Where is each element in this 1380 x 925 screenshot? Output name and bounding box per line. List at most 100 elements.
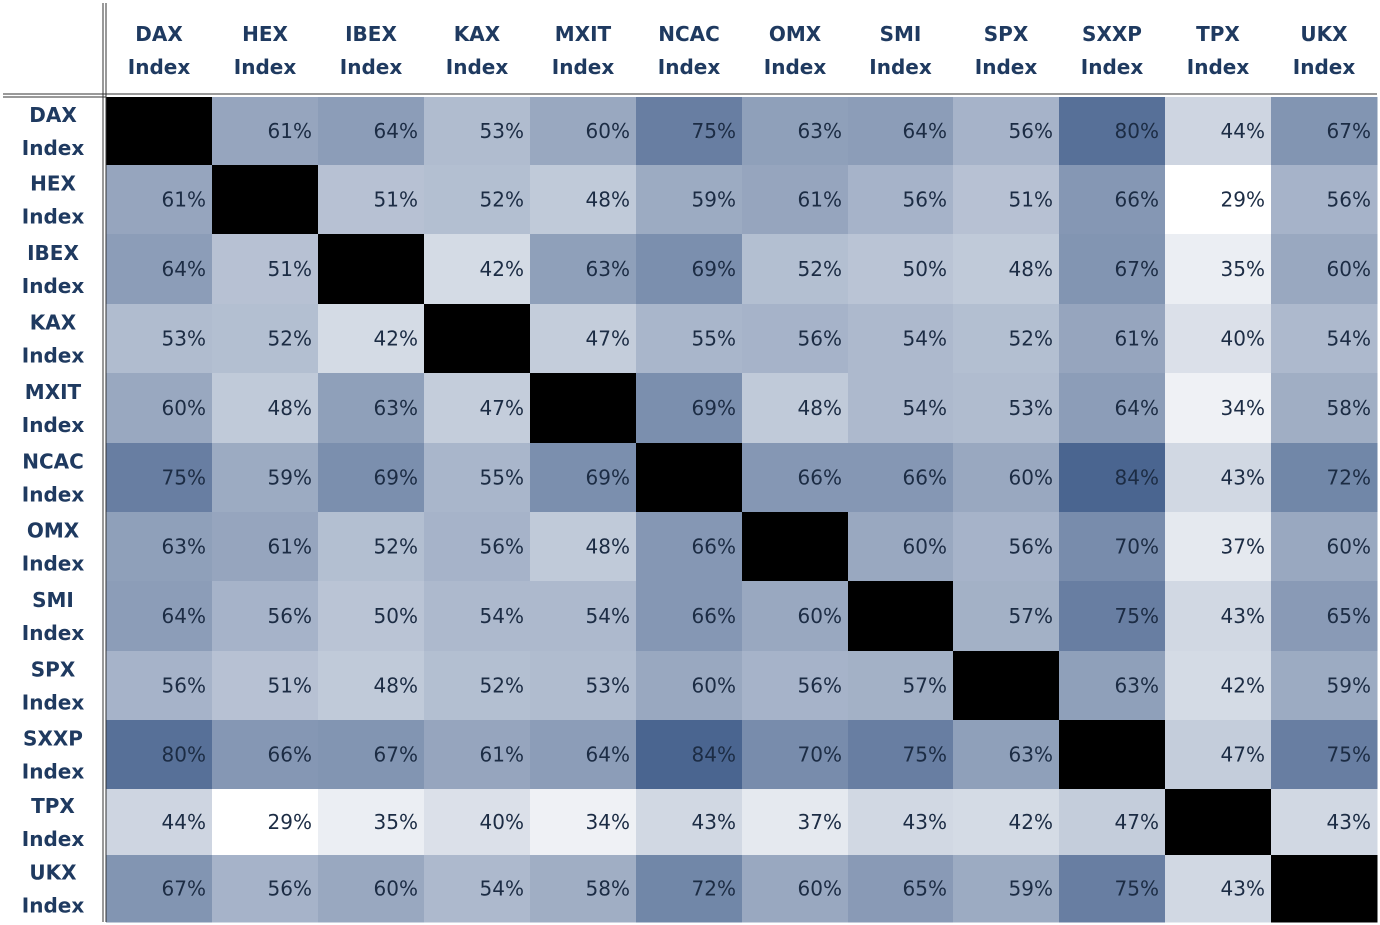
cell-value-label: 72% bbox=[1327, 466, 1371, 490]
heatmap-cell bbox=[636, 651, 743, 721]
heatmap-cell bbox=[742, 512, 849, 582]
cell-value-label: 48% bbox=[268, 396, 312, 420]
heatmap-cell bbox=[1271, 720, 1378, 790]
heatmap-cell bbox=[530, 581, 637, 652]
cell-value-label: 75% bbox=[162, 466, 206, 490]
cell-value-label: 52% bbox=[480, 674, 524, 698]
cell-value-label: 66% bbox=[268, 743, 312, 767]
cell-value-label: 48% bbox=[586, 535, 630, 559]
cell-value-label: 34% bbox=[1221, 396, 1265, 420]
cell-value-label: 64% bbox=[586, 743, 630, 767]
cell-value-label: 54% bbox=[903, 327, 947, 351]
heatmap-cell bbox=[1165, 789, 1272, 856]
heatmap-cell bbox=[1059, 373, 1166, 444]
heatmap-cell bbox=[848, 512, 954, 582]
cell-value-label: 61% bbox=[268, 535, 312, 559]
cell-value-label: 44% bbox=[162, 810, 206, 834]
cell-value-label: 54% bbox=[1327, 327, 1371, 351]
cell-value-label: 66% bbox=[692, 535, 736, 559]
heatmap-cell bbox=[106, 581, 213, 652]
cell-value-label: 52% bbox=[374, 535, 418, 559]
cell-value-label: 52% bbox=[798, 257, 842, 281]
heatmap-cell bbox=[1271, 443, 1378, 513]
heatmap-cell bbox=[1165, 443, 1272, 513]
column-header-label: Index bbox=[446, 55, 509, 79]
cell-value-label: 60% bbox=[798, 877, 842, 901]
cell-value-label: 56% bbox=[1327, 188, 1371, 212]
cell-value-label: 60% bbox=[162, 396, 206, 420]
cell-value-label: 48% bbox=[798, 396, 842, 420]
heatmap-cell bbox=[530, 789, 637, 856]
heatmap-cell bbox=[636, 443, 743, 513]
cell-value-label: 69% bbox=[586, 466, 630, 490]
row-header-label: SMI bbox=[32, 588, 74, 612]
cell-value-label: 43% bbox=[903, 810, 947, 834]
heatmap-cell bbox=[1165, 855, 1272, 923]
cell-value-label: 84% bbox=[692, 743, 736, 767]
heatmap-cell bbox=[424, 651, 531, 721]
heatmap-cell bbox=[530, 512, 637, 582]
cell-value-label: 52% bbox=[1009, 327, 1053, 351]
cell-value-label: 53% bbox=[162, 327, 206, 351]
heatmap-cell bbox=[1271, 97, 1378, 166]
heatmap-cell bbox=[212, 720, 319, 790]
cell-value-label: 63% bbox=[1009, 743, 1053, 767]
heatmap-cell bbox=[1059, 304, 1166, 374]
heatmap-cell bbox=[636, 855, 743, 923]
heatmap-cell bbox=[1271, 651, 1378, 721]
cell-value-label: 75% bbox=[692, 119, 736, 143]
heatmap-cell bbox=[848, 97, 954, 166]
cell-value-label: 59% bbox=[1327, 674, 1371, 698]
heatmap-cell bbox=[106, 234, 213, 305]
heatmap-cell bbox=[848, 165, 954, 235]
heatmap-cell bbox=[1059, 720, 1166, 790]
heatmap-cell bbox=[1059, 97, 1166, 166]
heatmap-cell bbox=[742, 97, 849, 166]
column-header-label: NCAC bbox=[658, 22, 720, 46]
row-header-label: Index bbox=[22, 827, 85, 851]
row-header-label: OMX bbox=[27, 519, 80, 543]
heatmap-cell bbox=[636, 581, 743, 652]
heatmap-cell bbox=[636, 373, 743, 444]
heatmap-cell bbox=[1271, 165, 1378, 235]
cell-value-label: 64% bbox=[1115, 396, 1159, 420]
cell-value-label: 43% bbox=[1327, 810, 1371, 834]
cell-value-label: 56% bbox=[480, 535, 524, 559]
cell-value-label: 69% bbox=[374, 466, 418, 490]
cell-value-label: 66% bbox=[1115, 188, 1159, 212]
heatmap-cell bbox=[106, 304, 213, 374]
cell-value-label: 80% bbox=[162, 743, 206, 767]
cell-value-label: 54% bbox=[480, 877, 524, 901]
heatmap-cell bbox=[106, 512, 213, 582]
heatmap-cell bbox=[1059, 165, 1166, 235]
cell-value-label: 75% bbox=[903, 743, 947, 767]
cell-value-label: 37% bbox=[798, 810, 842, 834]
cell-value-label: 56% bbox=[268, 604, 312, 628]
heatmap-cell bbox=[742, 373, 849, 444]
cell-value-label: 51% bbox=[268, 257, 312, 281]
cell-value-label: 47% bbox=[586, 327, 630, 351]
heatmap-cell bbox=[212, 789, 319, 856]
heatmap-cell bbox=[953, 581, 1060, 652]
heatmap-cell bbox=[636, 789, 743, 856]
heatmap-cell bbox=[1059, 512, 1166, 582]
column-header-label: Index bbox=[1081, 55, 1144, 79]
cell-value-label: 61% bbox=[1115, 327, 1159, 351]
cell-value-label: 51% bbox=[268, 674, 312, 698]
cell-value-label: 47% bbox=[1115, 810, 1159, 834]
row-header-label: DAX bbox=[29, 103, 77, 127]
cell-value-label: 75% bbox=[1115, 877, 1159, 901]
heatmap-cell bbox=[1271, 789, 1378, 856]
row-header-label: SXXP bbox=[23, 727, 83, 751]
cell-value-label: 35% bbox=[374, 810, 418, 834]
heatmap-cell bbox=[212, 512, 319, 582]
cell-value-label: 51% bbox=[1009, 188, 1053, 212]
cell-value-label: 52% bbox=[480, 188, 524, 212]
column-header-label: SMI bbox=[880, 22, 922, 46]
heatmap-cell bbox=[742, 304, 849, 374]
row-header-label: Index bbox=[22, 344, 85, 368]
cell-value-label: 60% bbox=[903, 535, 947, 559]
cell-value-label: 35% bbox=[1221, 257, 1265, 281]
cell-value-label: 56% bbox=[162, 674, 206, 698]
